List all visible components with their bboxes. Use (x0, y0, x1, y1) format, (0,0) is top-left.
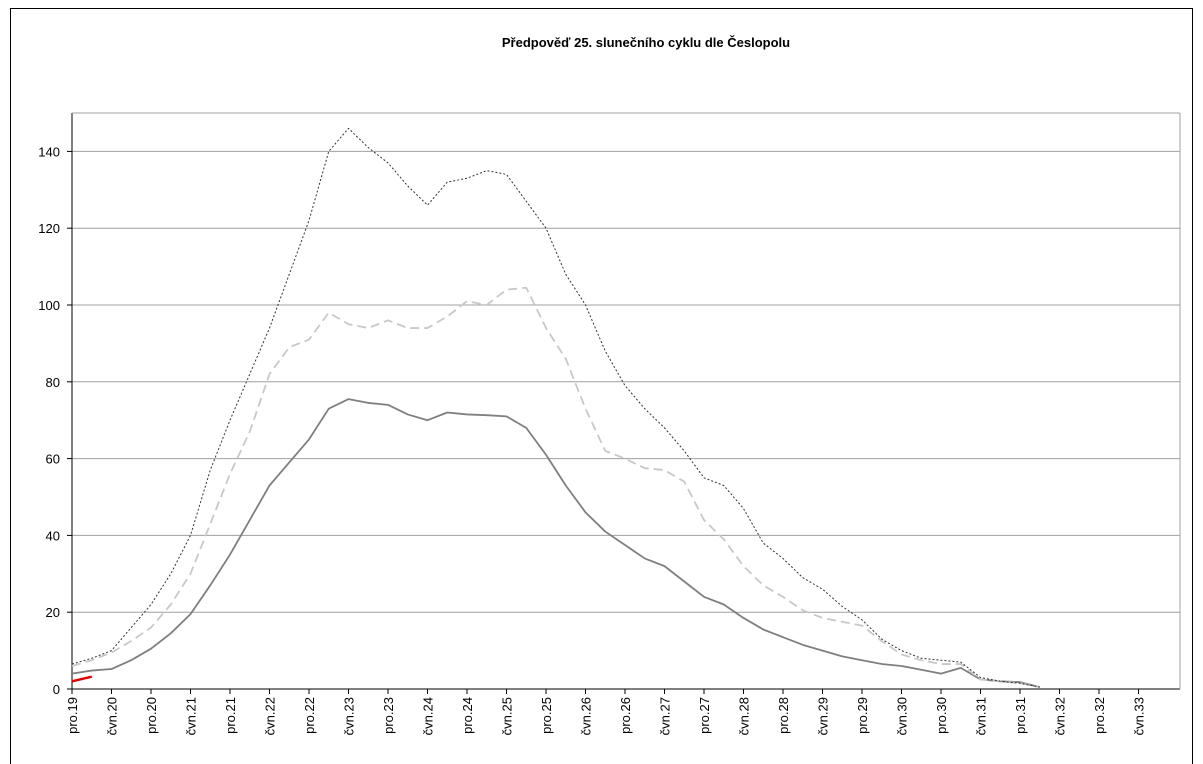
y-tick-label: 80 (46, 375, 60, 390)
x-tick-label: pro.19 (65, 697, 80, 734)
x-tick-label: čvn.27 (658, 697, 673, 735)
x-tick-label: pro.21 (223, 697, 238, 734)
x-tick-label: čvn.28 (737, 697, 752, 735)
x-tick-label: čvn.30 (895, 697, 910, 735)
y-tick-label: 100 (38, 298, 60, 313)
x-tick-label: čvn.31 (974, 697, 989, 735)
chart-frame (10, 8, 1193, 764)
x-tick-label: čvn.32 (1053, 697, 1068, 735)
series-line (71, 398, 1040, 688)
series-line (71, 286, 1040, 688)
x-tick-label: pro.24 (460, 697, 475, 734)
y-tick-label: 20 (46, 605, 60, 620)
y-tick-label: 60 (46, 452, 60, 467)
x-tick-label: čvn.29 (816, 697, 831, 735)
x-tick-label: čvn.33 (1132, 697, 1147, 735)
y-tick-label: 40 (46, 528, 60, 543)
y-tick-label: 140 (38, 144, 60, 159)
x-tick-label: čvn.25 (500, 697, 515, 735)
x-tick-label: pro.25 (539, 697, 554, 734)
x-tick-label: čvn.26 (579, 697, 594, 735)
x-tick-label: pro.26 (618, 697, 633, 734)
x-tick-label: pro.22 (302, 697, 317, 734)
y-tick-label: 120 (38, 221, 60, 236)
x-tick-label: čvn.24 (421, 697, 436, 735)
x-tick-label: pro.32 (1092, 697, 1107, 734)
x-tick-label: pro.28 (776, 697, 791, 734)
series-line (71, 675, 93, 683)
series-line (71, 127, 1040, 688)
x-tick-label: pro.20 (144, 697, 159, 734)
x-tick-label: pro.31 (1013, 697, 1028, 734)
x-tick-label: pro.29 (855, 697, 870, 734)
x-tick-label: pro.30 (934, 697, 949, 734)
x-tick-label: pro.27 (697, 697, 712, 734)
x-tick-label: čvn.20 (105, 697, 120, 735)
chart-title: Předpověď 25. slunečního cyklu dle Česlo… (502, 35, 790, 50)
y-tick-label: 0 (53, 682, 60, 697)
x-tick-label: čvn.23 (342, 697, 357, 735)
x-tick-label: čvn.21 (184, 697, 199, 735)
x-tick-label: pro.23 (381, 697, 396, 734)
x-tick-label: čvn.22 (263, 697, 278, 735)
